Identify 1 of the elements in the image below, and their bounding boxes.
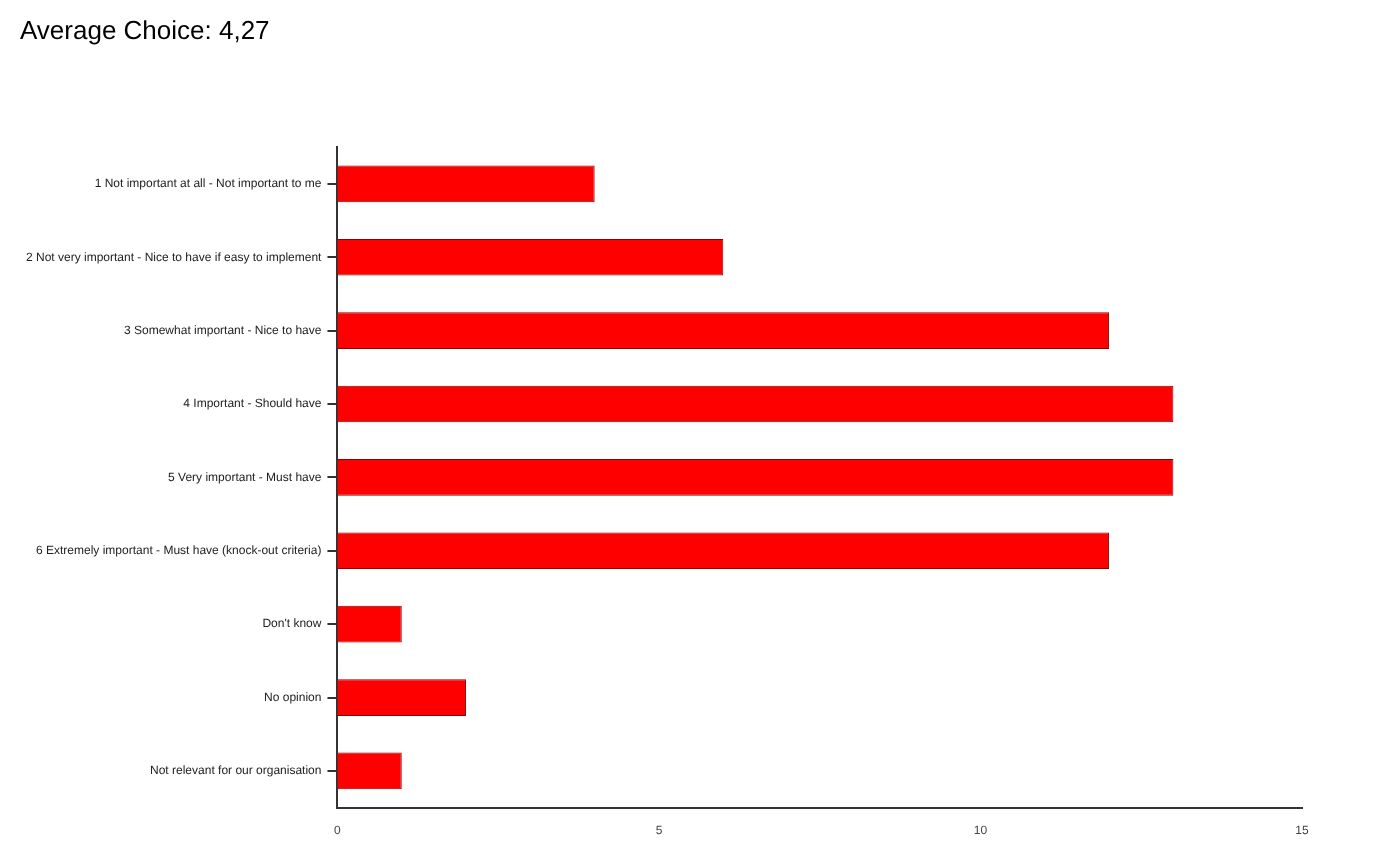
chart-title: Average Choice: 4,27	[20, 14, 270, 45]
